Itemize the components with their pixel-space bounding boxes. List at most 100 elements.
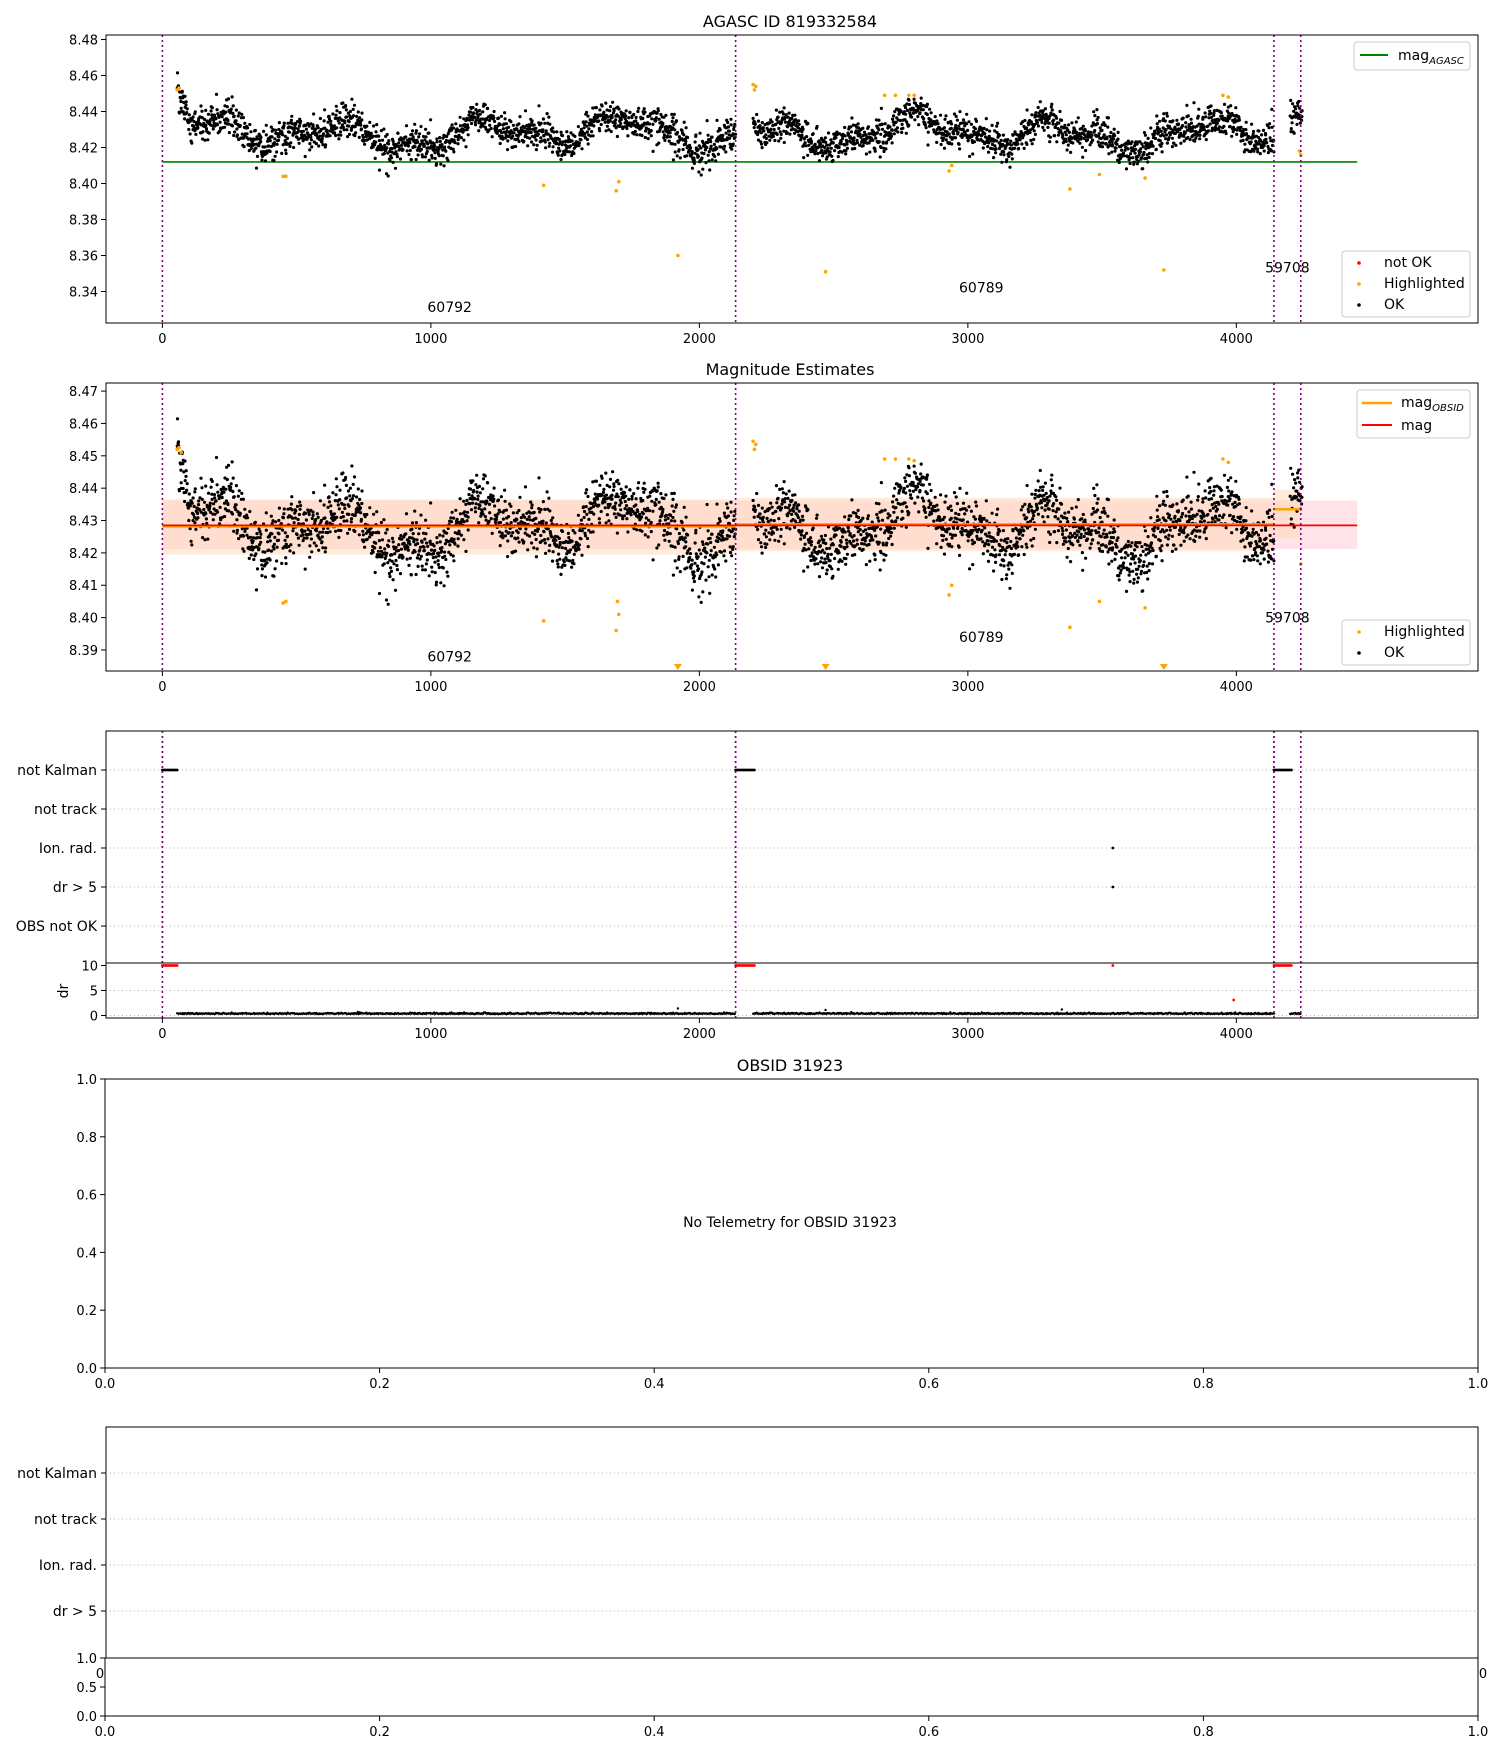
ok-point (1252, 149, 1256, 153)
ok-point (825, 143, 829, 147)
ok-point (597, 503, 601, 507)
ok-point (372, 124, 376, 128)
ok-point (894, 120, 898, 124)
ok-point (844, 562, 848, 566)
ok-point (828, 559, 832, 563)
ok-point (285, 534, 289, 538)
ok-point (320, 540, 324, 544)
ok-point (371, 550, 375, 554)
ok-point (1002, 153, 1006, 157)
ok-point (1197, 107, 1201, 111)
ok-point (724, 131, 728, 135)
ok-point (607, 519, 611, 523)
ok-point (877, 519, 881, 523)
ok-point (866, 517, 870, 521)
ok-point (465, 498, 469, 502)
ok-point (526, 144, 530, 148)
ok-point (1181, 116, 1185, 120)
ok-point (499, 495, 503, 499)
ok-point (895, 126, 900, 130)
ok-point (315, 512, 319, 516)
ok-point (809, 540, 814, 544)
ok-point (1111, 137, 1116, 141)
ok-point (371, 145, 375, 149)
ok-point (696, 567, 701, 571)
ok-point (692, 574, 696, 578)
ok-point (407, 539, 411, 543)
ok-point (1222, 124, 1226, 128)
ok-point (673, 519, 677, 523)
ok-point (464, 549, 468, 554)
ok-point (1244, 132, 1249, 136)
ok-point (699, 146, 703, 150)
ok-point (582, 120, 586, 124)
ok-point (188, 132, 192, 136)
ok-point (551, 126, 555, 130)
ok-point (901, 126, 905, 130)
ok-point (490, 531, 494, 536)
ok-point (1243, 142, 1247, 146)
ok-point (284, 556, 288, 560)
ok-point (693, 561, 697, 565)
ok-point (888, 125, 892, 129)
ok-point (1131, 156, 1135, 160)
ok-point (243, 507, 247, 511)
ok-point (821, 541, 825, 545)
ok-point (495, 515, 499, 519)
ok-point (917, 123, 921, 127)
ok-point (419, 147, 423, 151)
ok-point (310, 145, 314, 149)
ok-point (545, 112, 549, 116)
ok-point (846, 526, 850, 530)
ok-point (507, 134, 511, 138)
ok-point (848, 532, 852, 536)
ok-point (479, 514, 483, 518)
ok-point (584, 491, 588, 495)
ok-point (420, 564, 424, 568)
ok-point (213, 496, 217, 500)
ok-point (699, 173, 703, 177)
ok-point (1268, 122, 1272, 126)
ok-point (424, 127, 428, 131)
ok-point (334, 133, 338, 138)
ok-point (1041, 125, 1045, 129)
ok-point (856, 530, 860, 534)
ok-point (408, 542, 412, 546)
ok-point (1181, 124, 1185, 128)
ok-point (390, 536, 395, 541)
ok-point (722, 549, 727, 553)
ok-point (939, 142, 943, 147)
ok-point (183, 499, 187, 504)
ok-point (238, 511, 242, 516)
ok-point (684, 142, 688, 146)
ok-point (1103, 123, 1107, 127)
ok-point (1145, 156, 1149, 160)
ok-point (199, 476, 203, 480)
ok-point (210, 113, 214, 117)
ok-point (487, 502, 492, 506)
ok-point (646, 535, 650, 539)
ok-point (601, 490, 606, 494)
ok-point (840, 535, 845, 539)
ok-point (318, 134, 322, 138)
ok-point (389, 156, 394, 160)
ok-point (853, 544, 857, 548)
ok-point (464, 502, 468, 506)
ok-point (541, 500, 546, 504)
ok-point (275, 142, 279, 146)
ok-point (1270, 107, 1274, 111)
ok-point (799, 537, 803, 541)
ok-point (716, 563, 721, 567)
ok-point (464, 145, 468, 149)
x-tick-label: 4000 (1220, 332, 1253, 347)
ok-point (379, 520, 383, 525)
ok-point (976, 130, 980, 134)
ok-point (753, 505, 757, 509)
ok-point (270, 135, 274, 139)
ok-point (577, 144, 581, 148)
ok-point (600, 476, 604, 480)
ok-point (498, 122, 502, 127)
ok-point (685, 551, 689, 555)
ok-point (504, 122, 508, 126)
ok-point (710, 573, 714, 577)
